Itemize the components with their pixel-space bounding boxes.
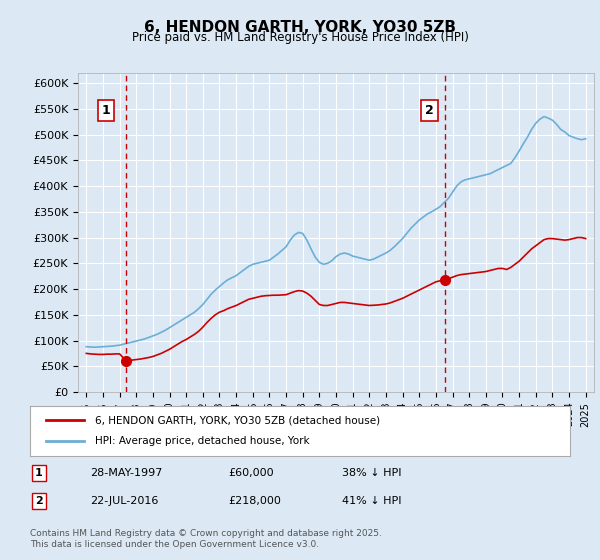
Text: £218,000: £218,000	[228, 496, 281, 506]
Text: 2: 2	[35, 496, 43, 506]
Text: 28-MAY-1997: 28-MAY-1997	[90, 468, 163, 478]
Text: 22-JUL-2016: 22-JUL-2016	[90, 496, 158, 506]
Text: 6, HENDON GARTH, YORK, YO30 5ZB (detached house): 6, HENDON GARTH, YORK, YO30 5ZB (detache…	[95, 415, 380, 425]
Text: 41% ↓ HPI: 41% ↓ HPI	[342, 496, 401, 506]
Text: 2: 2	[425, 104, 434, 117]
Text: £60,000: £60,000	[228, 468, 274, 478]
Text: 6, HENDON GARTH, YORK, YO30 5ZB: 6, HENDON GARTH, YORK, YO30 5ZB	[144, 20, 456, 35]
Text: 1: 1	[35, 468, 43, 478]
Text: 38% ↓ HPI: 38% ↓ HPI	[342, 468, 401, 478]
Text: 1: 1	[101, 104, 110, 117]
Text: Contains HM Land Registry data © Crown copyright and database right 2025.
This d: Contains HM Land Registry data © Crown c…	[30, 529, 382, 549]
Text: Price paid vs. HM Land Registry's House Price Index (HPI): Price paid vs. HM Land Registry's House …	[131, 31, 469, 44]
Text: HPI: Average price, detached house, York: HPI: Average price, detached house, York	[95, 436, 310, 446]
